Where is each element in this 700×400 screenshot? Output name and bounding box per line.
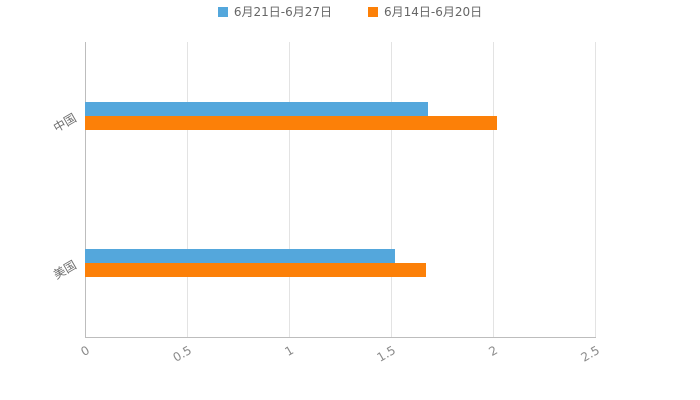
gridline <box>289 42 290 337</box>
legend-label: 6月21日-6月27日 <box>233 5 332 19</box>
x-axis-line <box>85 337 596 338</box>
legend-label: 6月14日-6月20日 <box>384 5 483 19</box>
x-tick-label: 2 <box>486 343 500 359</box>
gridline <box>187 42 188 337</box>
y-category-label: 美国 <box>50 258 79 283</box>
legend-item-week-jun14-20[interactable]: 6月14日-6月20日 <box>368 6 482 18</box>
bar-美国-series1[interactable] <box>85 263 426 278</box>
bar-美国-series0[interactable] <box>85 249 396 264</box>
bar-中国-series1[interactable] <box>85 115 498 130</box>
gridline <box>493 42 494 337</box>
x-tick-label: 0.5 <box>170 343 194 365</box>
y-axis-line <box>85 42 86 337</box>
legend: 6月21日-6月27日 6月14日-6月20日 <box>0 6 700 18</box>
x-tick-label: 2.5 <box>578 343 602 365</box>
legend-swatch-orange <box>368 7 378 17</box>
x-tick-label: 1.5 <box>374 343 398 365</box>
legend-swatch-blue <box>217 7 228 17</box>
gridline <box>595 42 596 337</box>
gridline <box>391 42 392 337</box>
bar-中国-series0[interactable] <box>85 101 428 116</box>
y-category-label: 中国 <box>50 110 79 135</box>
x-tick-label: 1 <box>282 343 296 359</box>
x-tick-label: 0 <box>78 343 92 359</box>
legend-item-week-jun21-27[interactable]: 6月21日-6月27日 <box>217 5 332 19</box>
